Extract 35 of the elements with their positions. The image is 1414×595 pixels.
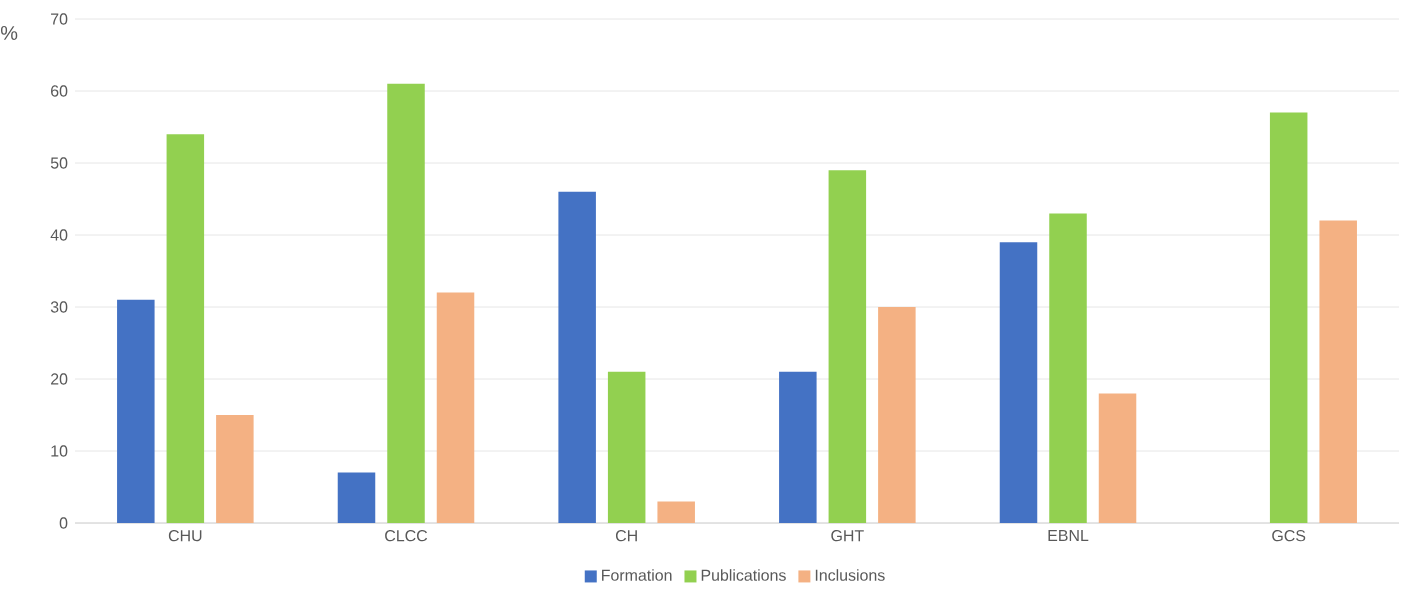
y-tick-label: 10 [51, 445, 68, 457]
bar [779, 371, 817, 523]
bar [999, 242, 1038, 523]
x-tick-label: GHT [831, 530, 864, 542]
bar [878, 307, 916, 523]
bar [1098, 393, 1137, 523]
x-tick-label: EBNL [1048, 530, 1089, 542]
legend-label: Formation [602, 569, 672, 581]
bar [657, 501, 695, 523]
bar [1319, 220, 1357, 523]
legend-label: Inclusions [815, 569, 885, 581]
bar [828, 170, 867, 523]
y-tick-label: 50 [50, 157, 68, 169]
bar [1049, 213, 1087, 523]
bar [337, 472, 376, 523]
bar [166, 134, 205, 523]
bar [607, 371, 646, 523]
x-tick-label: CLCC [385, 530, 428, 542]
bar [216, 415, 254, 523]
bar [436, 292, 475, 523]
bar [1269, 112, 1308, 523]
x-tick-label: CHU [168, 530, 202, 542]
y-tick-label: 30 [50, 301, 68, 313]
y-tick-label: 70 [51, 13, 68, 25]
bar [387, 83, 425, 523]
y-tick-label: 40 [50, 229, 68, 241]
bar [558, 191, 596, 523]
y-tick-label: 0 [59, 517, 68, 529]
y-axis-title: % [0, 26, 18, 40]
x-tick-label: GCS [1272, 530, 1306, 542]
legend-label: Publications [701, 569, 786, 581]
x-tick-label: CH [615, 530, 637, 542]
bar [117, 299, 155, 523]
y-tick-label: 60 [51, 85, 68, 97]
y-tick-label: 20 [51, 373, 68, 385]
